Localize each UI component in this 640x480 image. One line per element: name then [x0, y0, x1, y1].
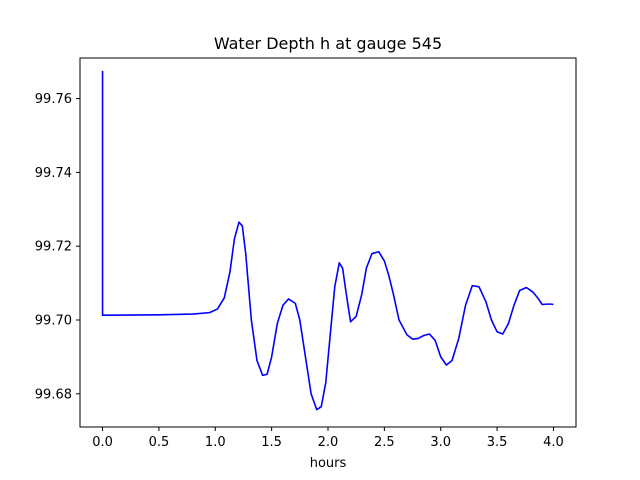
x-axis-ticks: 0.0 0.5 1.0 1.5 2.0 2.5 3.0 3.5 4.0 [92, 427, 564, 450]
x-tick-label: 2.5 [374, 435, 395, 450]
x-tick-label: 0.5 [149, 435, 170, 450]
x-tick-label: 1.0 [205, 435, 226, 450]
x-tick-label: 4.0 [543, 435, 564, 450]
series-line-0 [101, 70, 554, 411]
x-tick-label: 3.5 [487, 435, 508, 450]
x-tick-label: 3.0 [430, 435, 451, 450]
y-axis-ticks: 99.68 99.70 99.72 99.74 99.76 [35, 92, 80, 402]
chart-title: Water Depth h at gauge 545 [214, 34, 442, 53]
y-tick-label: 99.72 [35, 240, 72, 255]
x-tick-label: 1.5 [261, 435, 282, 450]
x-tick-label: 0.0 [92, 435, 113, 450]
y-tick-label: 99.74 [35, 166, 72, 181]
y-tick-label: 99.70 [35, 313, 72, 328]
y-tick-label: 99.68 [35, 387, 72, 402]
series-layer [101, 70, 554, 411]
x-tick-label: 2.0 [318, 435, 339, 450]
x-axis-label: hours [310, 456, 347, 471]
y-tick-label: 99.76 [35, 92, 72, 107]
plot-frame [79, 57, 577, 428]
